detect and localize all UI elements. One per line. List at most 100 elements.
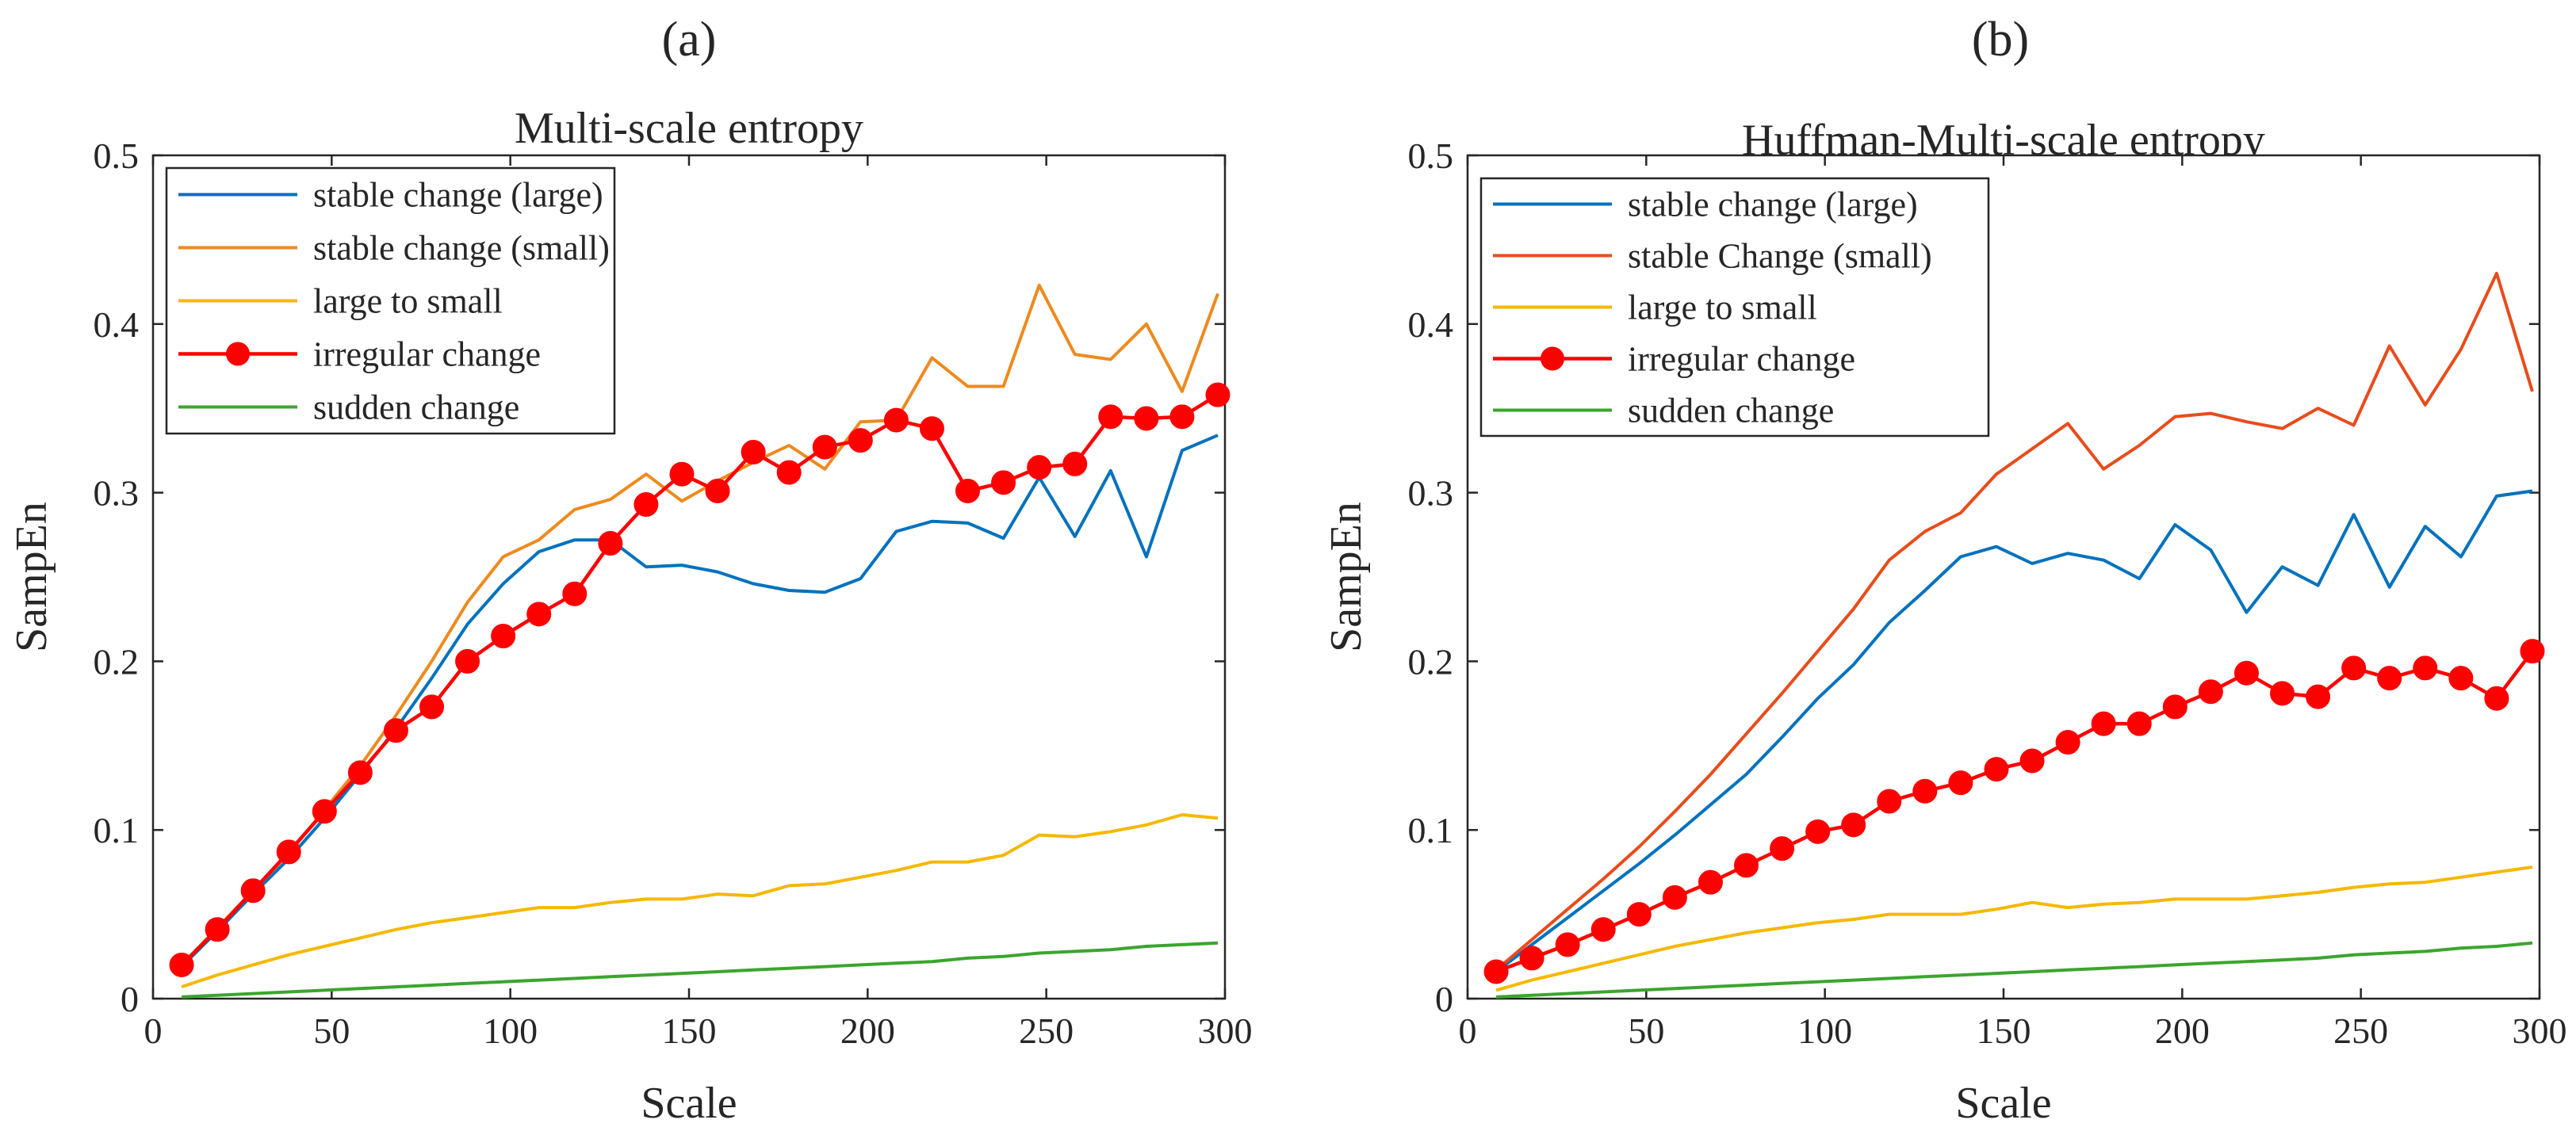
data-point-irregular-change — [169, 952, 194, 977]
x-tick-label: 250 — [1019, 1011, 1074, 1051]
chart-title: Multi-scale entropy — [515, 104, 863, 153]
legend-box — [165, 166, 616, 435]
series-line-large-to-small — [1495, 865, 2533, 992]
y-axis-title: SampEn — [7, 502, 56, 652]
data-point-irregular-change — [669, 461, 695, 487]
data-point-irregular-change — [2377, 666, 2402, 691]
data-point-irregular-change — [1205, 382, 1231, 407]
legend-label: large to small — [1628, 288, 1817, 327]
y-tick-label: 0.1 — [94, 810, 140, 850]
data-point-irregular-change — [1134, 406, 1159, 431]
data-point-irregular-change — [1948, 770, 1973, 796]
legend-label: sudden change — [313, 388, 519, 427]
data-point-irregular-change — [1555, 932, 1580, 957]
y-tick-label: 0.1 — [1408, 810, 1454, 850]
data-point-irregular-change — [2341, 655, 2367, 681]
data-point-irregular-change — [741, 440, 766, 465]
data-point-irregular-change — [1169, 404, 1195, 430]
x-tick-label: 100 — [483, 1011, 538, 1051]
panel-label: (a) — [662, 13, 717, 67]
data-point-irregular-change — [2198, 679, 2223, 705]
data-point-irregular-change — [1805, 819, 1831, 844]
data-point-irregular-change — [2520, 639, 2545, 664]
data-point-irregular-change — [955, 478, 981, 503]
data-point-irregular-change — [419, 694, 445, 720]
data-point-irregular-change — [1734, 853, 1759, 878]
x-tick-label: 50 — [1628, 1011, 1664, 1051]
data-point-irregular-change — [205, 917, 230, 942]
data-point-irregular-change — [2233, 660, 2259, 686]
data-point-irregular-change — [848, 428, 873, 453]
y-tick-label: 0.5 — [1408, 136, 1454, 176]
data-point-irregular-change — [276, 839, 301, 865]
x-tick-label: 200 — [840, 1011, 895, 1051]
data-point-irregular-change — [883, 407, 909, 433]
y-tick-label: 0.3 — [94, 473, 140, 514]
data-point-irregular-change — [991, 470, 1016, 495]
data-point-irregular-change — [2306, 684, 2331, 709]
data-point-irregular-change — [1027, 455, 1052, 480]
x-tick-label: 50 — [313, 1011, 350, 1051]
data-point-irregular-change — [1841, 812, 1866, 838]
data-point-irregular-change — [2448, 666, 2474, 691]
data-point-irregular-change — [2484, 686, 2509, 711]
legend-label: irregular change — [1628, 340, 1855, 379]
chart-panel-a: (a) Multi-scale entropy 0 50 100 150 200 250 300… — [7, 13, 1253, 1128]
data-point-irregular-change — [2413, 655, 2438, 681]
data-point-irregular-change — [2055, 730, 2080, 755]
y-axis-title: SampEn — [1322, 502, 1371, 652]
x-tick-label: 300 — [2513, 1011, 2567, 1051]
data-point-irregular-change — [347, 760, 373, 785]
y-tick-label: 0.4 — [1408, 304, 1454, 345]
legend-label: stable change (large) — [313, 176, 603, 215]
data-point-irregular-change — [312, 799, 337, 824]
y-tick-label: 0.2 — [1408, 641, 1454, 682]
data-point-irregular-change — [812, 434, 837, 460]
legend-label: irregular change — [313, 335, 541, 374]
series-line-stable-change-small — [1495, 272, 2534, 972]
panel-label: (b) — [1972, 13, 2029, 67]
data-point-irregular-change — [1483, 959, 1509, 984]
x-tick-label: 200 — [2155, 1011, 2210, 1051]
legend-marker — [226, 342, 250, 366]
y-tick-label: 0.3 — [1408, 473, 1454, 514]
data-point-irregular-change — [2091, 711, 2116, 736]
data-point-irregular-change — [1590, 917, 1616, 942]
data-point-irregular-change — [1662, 885, 1687, 910]
legend-label: stable Change (small) — [1628, 237, 1932, 276]
x-tick-label: 0 — [144, 1011, 163, 1051]
legend-label: large to small — [313, 282, 503, 321]
data-point-irregular-change — [2270, 681, 2295, 706]
data-point-irregular-change — [491, 623, 516, 648]
y-tick-label: 0 — [121, 979, 139, 1019]
series-line-large-to-small — [181, 813, 1219, 988]
data-point-irregular-change — [1062, 451, 1088, 476]
data-point-irregular-change — [919, 416, 944, 441]
y-tick-label: 0.2 — [94, 641, 140, 682]
x-tick-label: 150 — [1977, 1011, 2031, 1051]
data-point-irregular-change — [2162, 694, 2187, 720]
data-point-irregular-change — [562, 581, 588, 606]
legend-label: stable change (large) — [1628, 185, 1918, 224]
data-point-irregular-change — [1877, 789, 1902, 814]
series-line-stable-change-large — [1495, 489, 2533, 973]
x-tick-label: 150 — [662, 1011, 717, 1051]
data-point-irregular-change — [455, 648, 480, 674]
data-point-irregular-change — [2019, 748, 2045, 774]
data-point-irregular-change — [633, 491, 659, 517]
data-point-irregular-change — [705, 478, 730, 503]
data-point-irregular-change — [1626, 902, 1652, 927]
data-point-irregular-change — [1912, 778, 1938, 804]
x-tick-label: 0 — [1459, 1011, 1477, 1051]
data-point-irregular-change — [240, 878, 266, 904]
data-point-irregular-change — [598, 530, 623, 556]
x-tick-label: 300 — [1198, 1011, 1253, 1051]
x-tick-label: 250 — [2333, 1011, 2388, 1051]
y-tick-label: 0.4 — [94, 304, 140, 345]
data-point-irregular-change — [2126, 711, 2152, 736]
x-tick-label: 100 — [1797, 1011, 1852, 1051]
legend-label: sudden change — [1628, 392, 1834, 430]
data-point-irregular-change — [526, 602, 552, 627]
series-line-sudden-change — [182, 941, 1219, 999]
